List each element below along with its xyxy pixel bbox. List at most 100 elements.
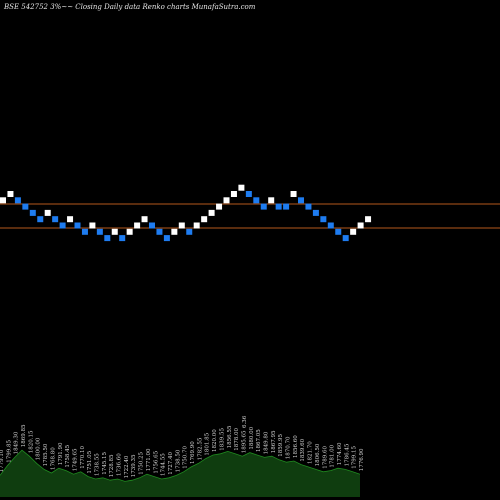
volume-label: 1770.10 xyxy=(80,446,86,469)
volume-label: 1880.00 xyxy=(249,426,255,449)
volume-label: 1779.10 xyxy=(0,449,5,472)
renko-brick xyxy=(253,197,260,204)
renko-brick xyxy=(156,228,163,235)
renko-brick xyxy=(7,191,14,197)
volume-label: 1801.85 xyxy=(205,432,211,455)
volume-label: 1727.40 xyxy=(168,452,174,475)
renko-brick xyxy=(298,197,304,204)
volume-label: 1839.60 xyxy=(300,438,306,461)
renko-brick xyxy=(327,222,334,229)
volume-label: 1821.70 xyxy=(308,441,314,464)
volume-label: 1799.85 xyxy=(6,440,12,463)
renko-brick xyxy=(126,228,133,235)
volume-label: 1774.60 xyxy=(337,442,343,465)
renko-brick xyxy=(283,203,290,210)
renko-brick xyxy=(335,228,342,235)
volume-label: 1768.80 xyxy=(50,447,56,470)
renko-brick xyxy=(208,209,215,216)
volume-label: 1799.15 xyxy=(352,446,358,469)
volume-line xyxy=(0,449,361,482)
volume-label: 1878.00 xyxy=(234,428,240,451)
renko-brick xyxy=(275,203,282,210)
renko-brick xyxy=(260,203,267,210)
volume-label: 1728.85 xyxy=(109,454,115,477)
renko-brick xyxy=(44,209,51,216)
renko-brick xyxy=(350,228,357,235)
renko-brick xyxy=(149,222,155,229)
renko-brick xyxy=(96,228,103,235)
volume-label: 1859.95 xyxy=(278,434,284,457)
renko-brick xyxy=(290,191,297,197)
renko-brick xyxy=(320,216,327,223)
renko-brick xyxy=(312,209,319,216)
level-lines xyxy=(0,203,500,229)
volume-label: 1749.65 xyxy=(73,448,79,471)
volume-label: 1839.55 xyxy=(219,428,225,451)
volume-label: 1776.90 xyxy=(359,448,365,471)
volume-panel xyxy=(0,449,361,497)
renko-brick xyxy=(111,228,118,235)
renko-brick xyxy=(178,222,185,229)
volume-label: 1756.65 xyxy=(153,450,159,473)
renko-brick xyxy=(268,197,275,204)
volume-labels: 1779.10 1799.85 1849.30 1869.85 1820.15 1800.… xyxy=(0,424,365,478)
renko-brick xyxy=(201,216,208,223)
volume-label: 1750.70 xyxy=(183,446,189,469)
renko-brick xyxy=(216,203,223,210)
volume-annotation: 6.36 xyxy=(242,415,248,428)
renko-brick xyxy=(104,235,111,242)
volume-label: 1722.40 xyxy=(124,455,130,478)
renko-brick xyxy=(365,216,372,223)
renko-brick xyxy=(193,222,200,229)
renko-brick xyxy=(186,228,193,235)
renko-brick xyxy=(223,197,230,204)
volume-label: 1791.90 xyxy=(58,442,64,465)
volume-label: 1867.95 xyxy=(271,430,277,453)
volume-label: 1856.55 xyxy=(227,425,233,448)
renko-brick xyxy=(74,222,81,229)
renko-brick xyxy=(37,216,44,223)
volume-label: 1771.00 xyxy=(146,448,152,471)
renko-brick xyxy=(89,222,96,229)
renko-brick xyxy=(81,228,88,235)
renko-brick xyxy=(342,235,349,242)
volume-label: 1769.90 xyxy=(190,441,196,464)
volume-label: 1782.55 xyxy=(197,437,203,460)
volume-label: 1786.45 xyxy=(344,443,350,466)
renko-brick xyxy=(29,209,36,216)
volume-label: 1869.85 xyxy=(21,424,27,447)
renko-brick xyxy=(171,228,178,235)
volume-label: 1744.55 xyxy=(161,453,167,476)
volume-label: 1806.50 xyxy=(315,443,321,466)
volume-label: 1785.50 xyxy=(43,443,49,466)
volume-label: 1800.00 xyxy=(36,437,42,460)
volume-label: 1870.70 xyxy=(286,436,292,459)
renko-brick xyxy=(357,222,364,229)
renko-brick xyxy=(305,203,312,210)
renko-brick xyxy=(238,184,245,191)
volume-label: 1751.05 xyxy=(87,450,93,473)
renko-bricks xyxy=(0,184,372,242)
volume-label: 1820.00 xyxy=(212,429,218,452)
volume-label: 1789.60 xyxy=(322,446,328,469)
renko-brick xyxy=(141,216,148,223)
renko-brick xyxy=(134,222,141,229)
renko-brick xyxy=(245,191,252,197)
renko-brick xyxy=(22,203,29,210)
renko-brick xyxy=(67,216,74,223)
volume-label: 1849.30 xyxy=(14,431,20,454)
volume-label: 1745.15 xyxy=(102,452,108,475)
volume-label: 1739.35 xyxy=(131,454,137,477)
renko-brick xyxy=(230,191,237,197)
volume-label: 1750.25 xyxy=(139,452,145,475)
renko-brick xyxy=(0,197,6,204)
renko-brick xyxy=(163,235,170,242)
volume-label: 1820.15 xyxy=(28,430,34,453)
volume-label: 1781.00 xyxy=(330,444,336,467)
volume-label: 1738.50 xyxy=(175,449,181,472)
volume-label: 1849.80 xyxy=(264,431,270,454)
volume-label: 1736.60 xyxy=(117,453,123,476)
volume-label: 1895.65 xyxy=(241,430,247,453)
